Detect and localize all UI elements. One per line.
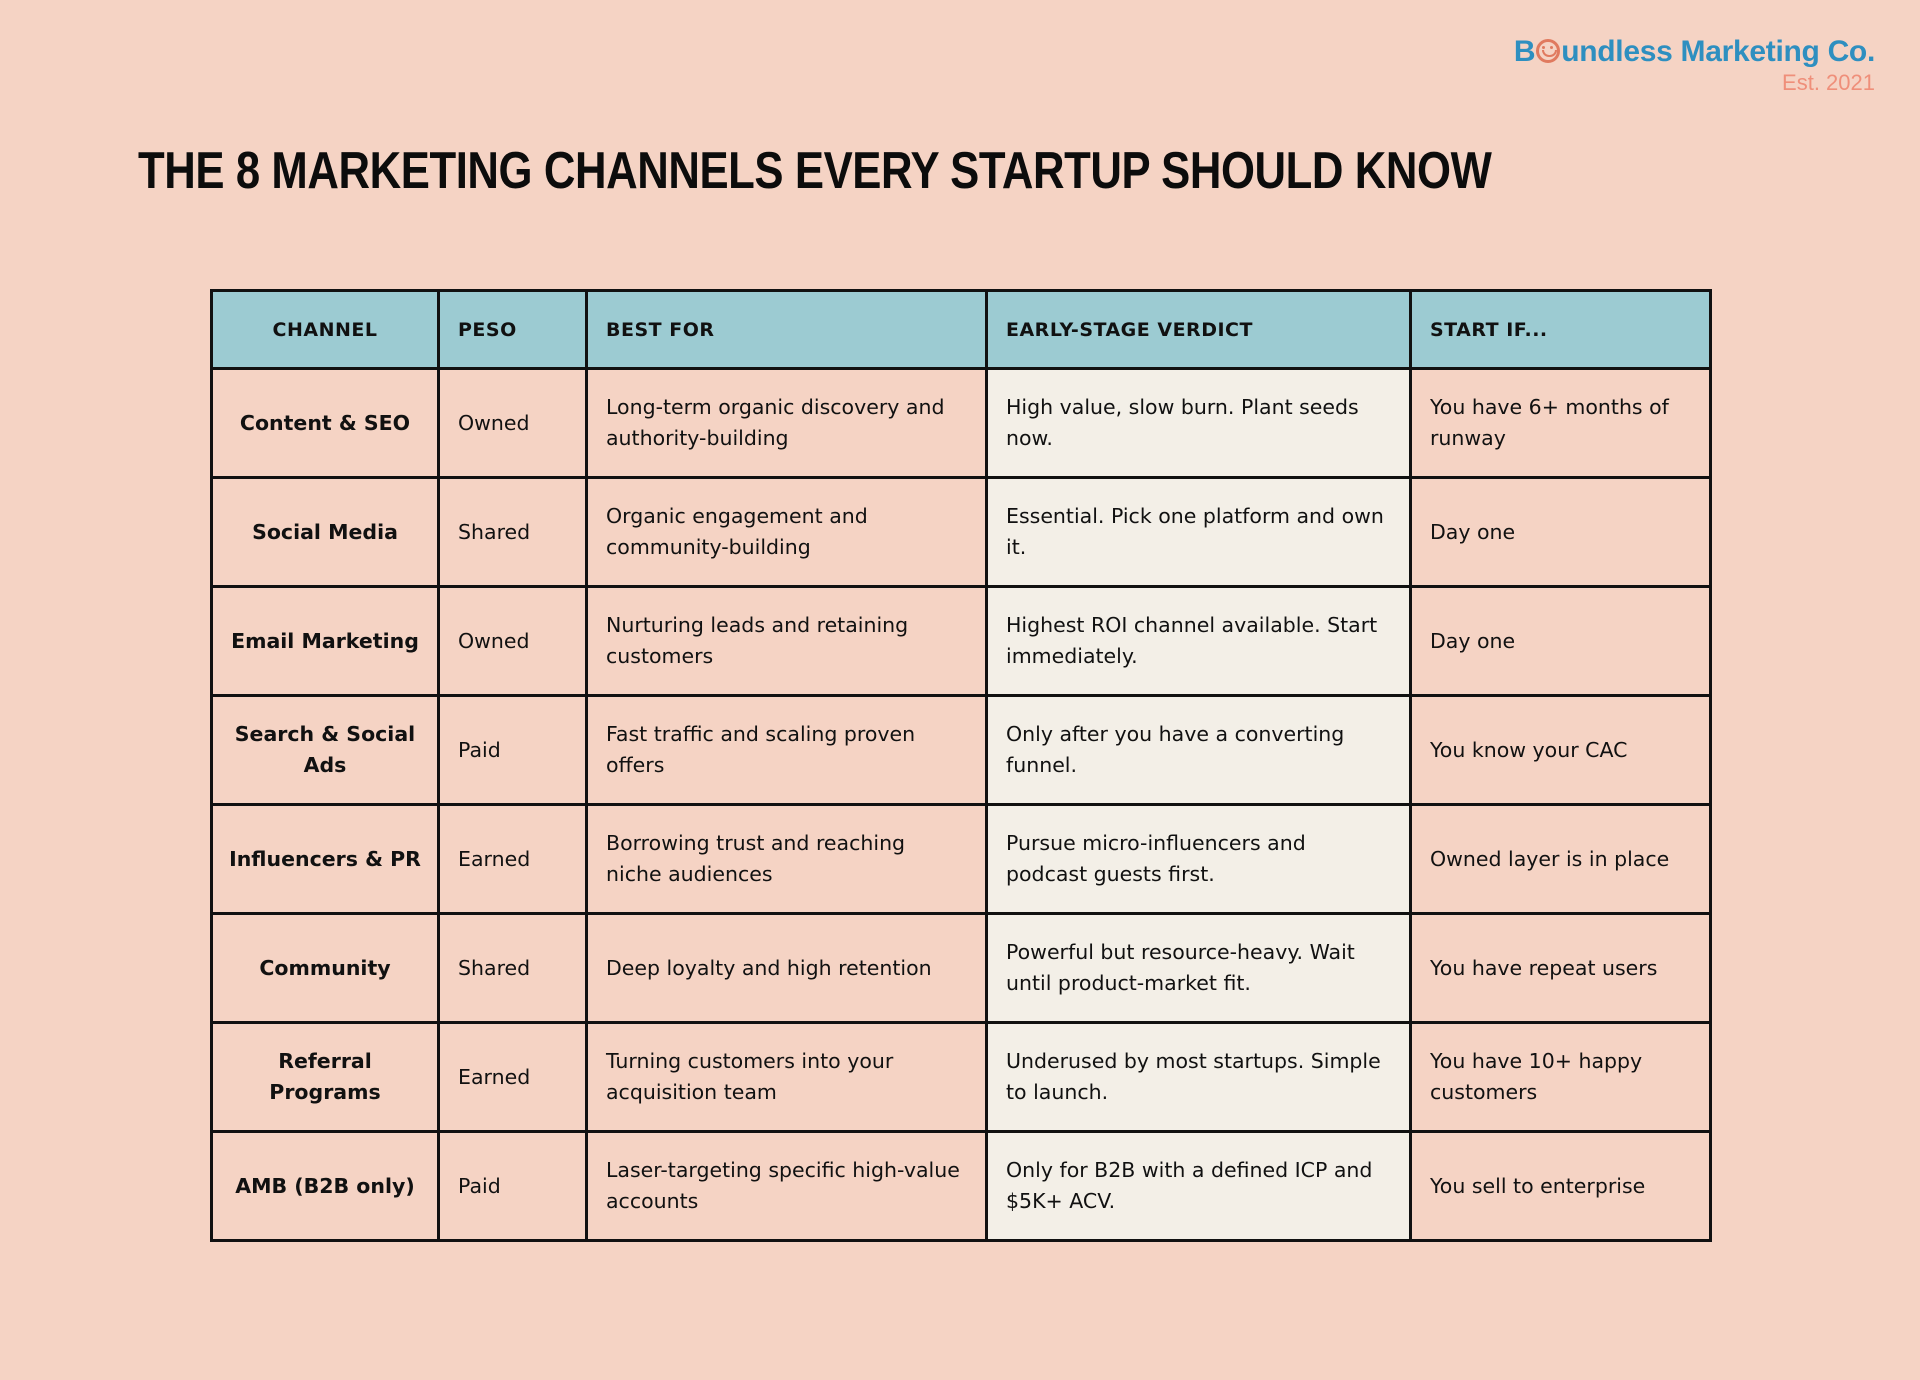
cell-channel: Influencers & PR xyxy=(210,803,440,915)
table-row: Content & SEO Owned Long-term organic di… xyxy=(210,367,1712,479)
cell-peso: Shared xyxy=(437,476,588,588)
cell-start-if: Day one xyxy=(1409,585,1712,697)
cell-start-if: You sell to enterprise xyxy=(1409,1130,1712,1242)
table-row: Social Media Shared Organic engagement a… xyxy=(210,476,1712,588)
cell-start-if: You have repeat users xyxy=(1409,912,1712,1024)
table-header: CHANNEL PESO BEST FOR EARLY-STAGE VERDIC… xyxy=(210,289,1712,370)
cell-start-if: Owned layer is in place xyxy=(1409,803,1712,915)
table-body: Content & SEO Owned Long-term organic di… xyxy=(210,367,1712,1242)
cell-verdict: Only after you have a converting funnel. xyxy=(985,694,1412,806)
cell-best-for: Turning customers into your acquisition … xyxy=(585,1021,988,1133)
cell-peso: Paid xyxy=(437,1130,588,1242)
cell-best-for: Laser-targeting specific high-value acco… xyxy=(585,1130,988,1242)
cell-best-for: Borrowing trust and reaching niche audie… xyxy=(585,803,988,915)
cell-channel: Content & SEO xyxy=(210,367,440,479)
cell-channel: Social Media xyxy=(210,476,440,588)
cell-channel: Email Marketing xyxy=(210,585,440,697)
header-row: CHANNEL PESO BEST FOR EARLY-STAGE VERDIC… xyxy=(210,289,1712,370)
channels-table: CHANNEL PESO BEST FOR EARLY-STAGE VERDIC… xyxy=(210,289,1712,1242)
header-start-if: START IF... xyxy=(1409,289,1712,370)
table-row: Referral Programs Earned Turning custome… xyxy=(210,1021,1712,1133)
table-row: Community Shared Deep loyalty and high r… xyxy=(210,912,1712,1024)
cell-verdict: Essential. Pick one platform and own it. xyxy=(985,476,1412,588)
header-peso: PESO xyxy=(437,289,588,370)
cell-best-for: Organic engagement and community-buildin… xyxy=(585,476,988,588)
cell-verdict: Highest ROI channel available. Start imm… xyxy=(985,585,1412,697)
table-row: Email Marketing Owned Nurturing leads an… xyxy=(210,585,1712,697)
cell-channel: Referral Programs xyxy=(210,1021,440,1133)
header-verdict: EARLY-STAGE VERDICT xyxy=(985,289,1412,370)
cell-peso: Earned xyxy=(437,803,588,915)
cell-best-for: Fast traffic and scaling proven offers xyxy=(585,694,988,806)
cell-best-for: Deep loyalty and high retention xyxy=(585,912,988,1024)
cell-start-if: You know your CAC xyxy=(1409,694,1712,806)
cell-peso: Owned xyxy=(437,367,588,479)
table-row: AMB (B2B only) Paid Laser-targeting spec… xyxy=(210,1130,1712,1242)
cell-channel: Community xyxy=(210,912,440,1024)
cell-best-for: Nurturing leads and retaining customers xyxy=(585,585,988,697)
cell-start-if: You have 10+ happy customers xyxy=(1409,1021,1712,1133)
cell-channel: AMB (B2B only) xyxy=(210,1130,440,1242)
table-row: Search & Social Ads Paid Fast traffic an… xyxy=(210,694,1712,806)
cell-peso: Paid xyxy=(437,694,588,806)
table-row: Influencers & PR Earned Borrowing trust … xyxy=(210,803,1712,915)
header-channel: CHANNEL xyxy=(210,289,440,370)
cell-verdict: Underused by most startups. Simple to la… xyxy=(985,1021,1412,1133)
cell-start-if: You have 6+ months of runway xyxy=(1409,367,1712,479)
brand-name-start: B xyxy=(1513,35,1536,68)
brand-established: Est. 2021 xyxy=(1782,70,1875,95)
cell-verdict: High value, slow burn. Plant seeds now. xyxy=(985,367,1412,479)
cell-verdict: Pursue micro-influencers and podcast gue… xyxy=(985,803,1412,915)
cell-verdict: Only for B2B with a defined ICP and $5K+… xyxy=(985,1130,1412,1242)
cell-best-for: Long-term organic discovery and authorit… xyxy=(585,367,988,479)
smiley-face-icon xyxy=(1536,39,1561,63)
cell-start-if: Day one xyxy=(1409,476,1712,588)
cell-peso: Shared xyxy=(437,912,588,1024)
header-best-for: BEST FOR xyxy=(585,289,988,370)
brand-name-end: undless Marketing Co. xyxy=(1561,35,1875,68)
cell-verdict: Powerful but resource-heavy. Wait until … xyxy=(985,912,1412,1024)
cell-channel: Search & Social Ads xyxy=(210,694,440,806)
page-title: THE 8 MARKETING CHANNELS EVERY STARTUP S… xyxy=(138,142,1492,200)
cell-peso: Owned xyxy=(437,585,588,697)
cell-peso: Earned xyxy=(437,1021,588,1133)
